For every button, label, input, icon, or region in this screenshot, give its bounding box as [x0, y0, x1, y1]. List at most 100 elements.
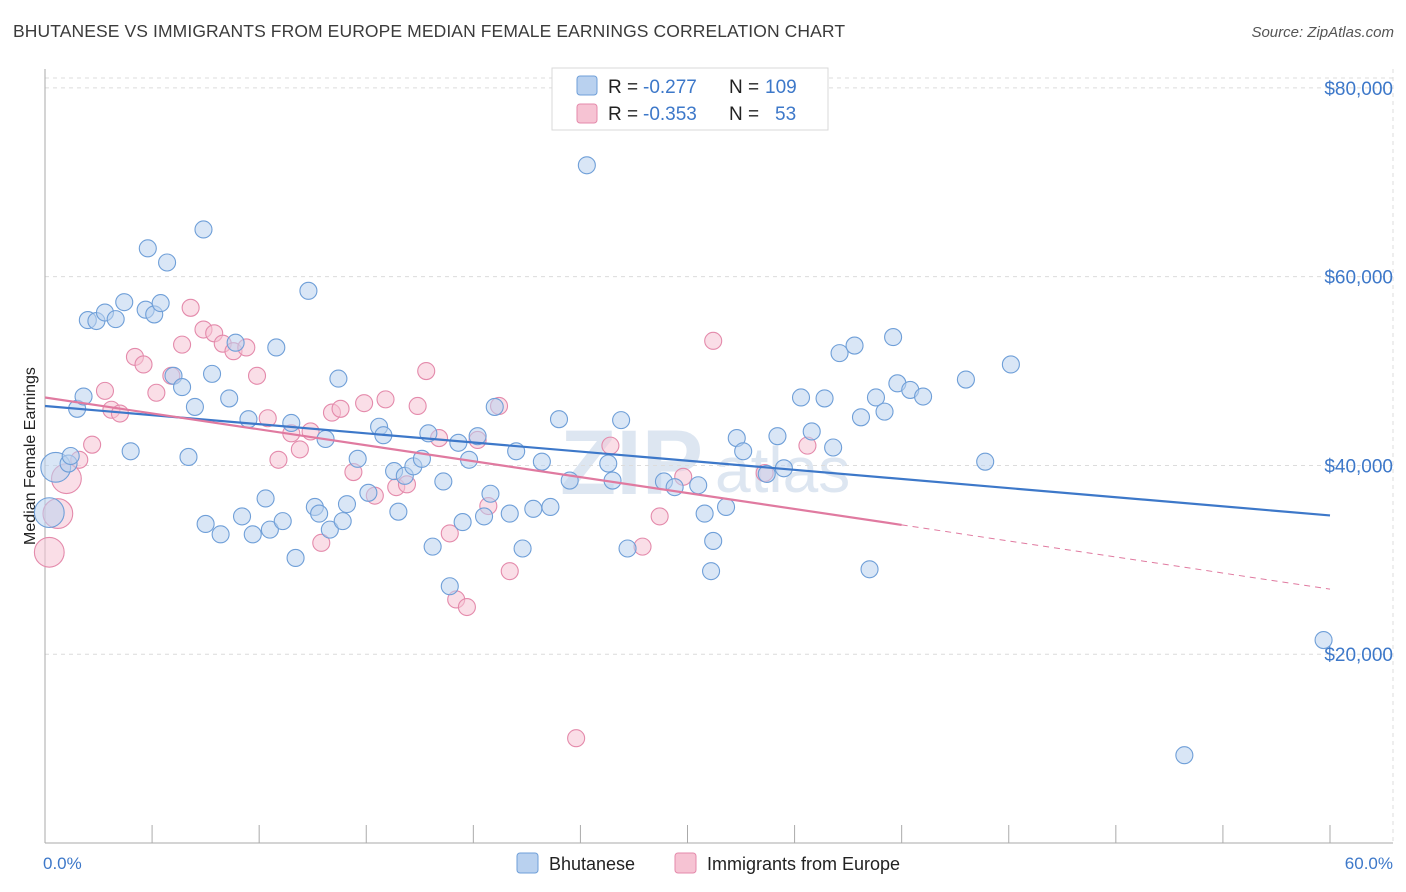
europe-point-35 — [417, 361, 436, 381]
bhutanese-point-69 — [541, 497, 560, 517]
legend-n-label-1: N = — [729, 77, 759, 98]
europe-point-27 — [331, 399, 350, 418]
bhutanese-point-72 — [577, 156, 596, 175]
bhutanese-point-32 — [267, 338, 286, 357]
bottom-legend-label-europe: Immigrants from Europe — [707, 854, 900, 874]
europe-trend-extension — [901, 524, 1331, 590]
bhutanese-point-54 — [423, 537, 442, 556]
bhutanese-point-104 — [976, 452, 995, 471]
bhutanese-point-70 — [549, 410, 569, 429]
europe-point-13 — [181, 298, 200, 317]
bhutanese-point-26 — [226, 333, 245, 352]
bhutanese-point-99 — [884, 328, 903, 347]
bhutanese-point-42 — [333, 512, 352, 531]
legend-n-value-2: 53 — [775, 104, 796, 125]
bhutanese-point-87 — [768, 427, 787, 446]
bhutanese-point-25 — [220, 389, 239, 408]
bhutanese-point-66 — [513, 539, 532, 558]
bhutanese-point-40 — [320, 520, 339, 539]
bhutanese-point-3 — [61, 446, 80, 466]
bhutanese-point-61 — [474, 507, 494, 526]
legend-r-label-1: R = — [608, 77, 638, 98]
bhutanese-point-27 — [232, 507, 252, 526]
bhutanese-point-89 — [791, 388, 811, 407]
europe-point-19 — [247, 366, 267, 385]
y-tick-label-2: $60,000 — [1324, 268, 1393, 289]
europe-point-4 — [83, 435, 102, 454]
bottom-legend-swatch-bhutanese — [516, 852, 539, 874]
bhutanese-point-11 — [121, 442, 140, 461]
bhutanese-point-21 — [194, 220, 213, 239]
bhutanese-point-106 — [1175, 746, 1194, 765]
bhutanese-point-55 — [434, 472, 453, 491]
europe-point-0 — [33, 536, 65, 568]
bhutanese-point-96 — [860, 560, 879, 579]
bhutanese-point-76 — [618, 539, 637, 558]
bhutanese-point-36 — [299, 281, 318, 300]
europe-point-5 — [95, 381, 115, 400]
chart-title: BHUTANESE VS IMMIGRANTS FROM EUROPE MEDI… — [13, 21, 846, 41]
bhutanese-point-62 — [481, 484, 500, 503]
bhutanese-point-41 — [329, 369, 348, 388]
bhutanese-point-60 — [468, 427, 487, 446]
bhutanese-point-91 — [815, 389, 834, 408]
bottom-legend-swatch-europe — [674, 852, 697, 874]
bhutanese-point-85 — [734, 442, 753, 461]
correlation-legend: R = -0.277 N = 109 R = -0.353 N = 53 — [551, 67, 829, 131]
y-axis-label: Median Female Earnings — [22, 367, 39, 545]
bhutanese-point-67 — [524, 499, 543, 518]
axes — [44, 69, 1393, 844]
bhutanese-point-103 — [956, 370, 975, 389]
bhutanese-point-86 — [757, 464, 776, 483]
bhutanese-point-38 — [310, 504, 329, 523]
bhutanese-point-68 — [532, 452, 551, 471]
europe-point-23 — [290, 440, 309, 459]
bhutanese-point-44 — [348, 449, 367, 468]
bhutanese-point-13 — [138, 239, 157, 258]
legend-n-value-1: 109 — [765, 77, 797, 98]
bhutanese-point-56 — [440, 577, 459, 596]
bhutanese-point-83 — [716, 497, 736, 517]
bhutanese-point-19 — [179, 447, 198, 466]
europe-point-47 — [650, 507, 669, 526]
x-tick-label-0: 0.0% — [43, 854, 82, 873]
europe-point-9 — [134, 355, 153, 374]
europe-point-43 — [500, 562, 519, 581]
europe-point-39 — [457, 597, 476, 617]
bhutanese-point-22 — [196, 514, 215, 534]
series-legend: Bhutanese Immigrants from Europe — [516, 852, 900, 874]
legend-r-label-2: R = — [608, 104, 638, 125]
bhutanese-point-95 — [851, 408, 871, 427]
bhutanese-point-31 — [260, 520, 279, 539]
y-tick-label-0: $20,000 — [1324, 645, 1393, 666]
bhutanese-point-24 — [211, 525, 230, 544]
bhutanese-point-82 — [704, 531, 723, 551]
bhutanese-point-33 — [273, 512, 292, 531]
bhutanese-point-20 — [185, 397, 204, 416]
bhutanese-point-58 — [453, 513, 472, 532]
bhutanese-point-10 — [115, 293, 134, 312]
watermark-zip: ZIP — [560, 412, 703, 514]
bhutanese-point-35 — [286, 548, 305, 567]
bhutanese-point-23 — [203, 364, 222, 383]
x-tick-label-1: 60.0% — [1345, 854, 1393, 873]
europe-point-31 — [376, 390, 395, 409]
bhutanese-point-105 — [1001, 355, 1020, 374]
trend-lines — [44, 396, 1331, 590]
bhutanese-point-5 — [74, 387, 93, 406]
bhutanese-point-9 — [106, 310, 125, 329]
bhutanese-point-43 — [337, 495, 357, 514]
bhutanese-point-75 — [612, 411, 631, 430]
bhutanese-point-30 — [256, 489, 275, 508]
europe-point-45 — [601, 436, 620, 455]
bhutanese-point-29 — [243, 525, 262, 544]
bhutanese-point-92 — [824, 438, 843, 457]
europe-point-10 — [147, 383, 166, 402]
europe-point-20 — [258, 409, 277, 428]
source-label: Source: ZipAtlas.com — [1251, 24, 1394, 41]
bhutanese-point-98 — [875, 402, 894, 421]
legend-r-value-2: -0.353 — [643, 104, 697, 125]
bhutanese-point-34 — [282, 413, 301, 433]
europe-point-37 — [440, 524, 459, 543]
